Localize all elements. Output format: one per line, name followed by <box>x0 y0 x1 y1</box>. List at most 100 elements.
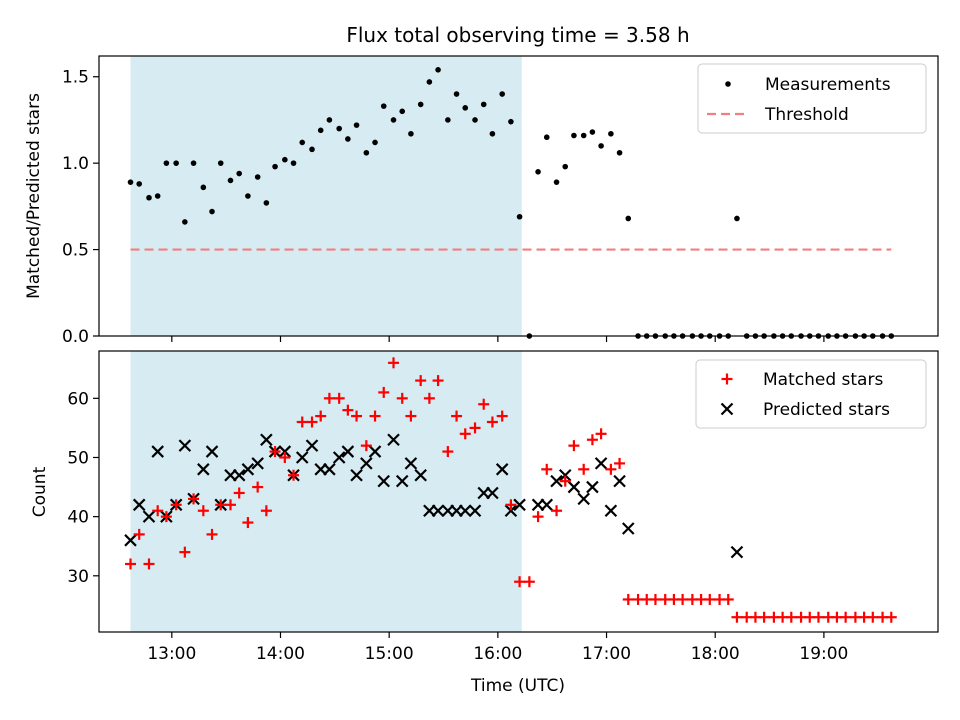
measurement-point <box>299 139 306 146</box>
measurement-point <box>734 215 740 222</box>
measurement-point <box>127 179 134 185</box>
matched-star-point <box>233 487 245 499</box>
measurement-point <box>282 156 288 163</box>
predicted-star-point <box>341 445 355 458</box>
matched-star-point <box>369 410 381 422</box>
measurement-point <box>236 170 242 177</box>
measurement-point <box>190 160 197 166</box>
predicted-star-point <box>387 433 400 447</box>
matched-star-markers <box>125 357 897 623</box>
measurement-point <box>616 149 623 156</box>
predicted-star-point <box>197 463 210 476</box>
y-tick-label: 60 <box>67 389 89 409</box>
measurement-point <box>553 179 560 185</box>
measurement-point <box>571 132 577 139</box>
matched-star-point <box>586 434 598 446</box>
measurement-point <box>453 91 460 97</box>
predicted-star-point <box>594 457 608 470</box>
y-tick-label: 1.0 <box>62 154 89 174</box>
matched-star-point <box>459 428 471 440</box>
y-tick-label: 0.0 <box>62 327 89 347</box>
matched-star-point <box>396 392 408 404</box>
predicted-star-point <box>323 463 336 476</box>
measurement-point <box>426 79 433 85</box>
matched-star-point <box>885 611 897 623</box>
predicted-star-point <box>495 463 509 476</box>
measurement-point <box>217 160 224 166</box>
matched-star-point <box>505 499 517 511</box>
predicted-star-point <box>178 439 192 452</box>
matched-star-point <box>279 451 291 463</box>
matched-star-point <box>432 375 444 387</box>
predicted-star-point <box>513 498 526 512</box>
measurement-point <box>182 219 188 225</box>
matched-star-point <box>260 505 272 517</box>
x-tick-label: 18:00 <box>691 644 740 664</box>
predicted-star-point <box>232 468 246 482</box>
predicted-star-point <box>540 498 554 512</box>
legend-threshold-label: Threshold <box>764 105 849 125</box>
matched-star-point <box>388 357 400 369</box>
matched-star-point <box>514 576 526 588</box>
predicted-star-point <box>132 498 146 512</box>
measurement-point <box>499 91 505 97</box>
bottom-y-ticks: 30 40 50 60 <box>67 389 99 587</box>
matched-star-point <box>197 505 209 517</box>
measurement-point <box>309 146 315 153</box>
x-tick-label: 15:00 <box>365 644 414 664</box>
measurement-point <box>435 67 441 73</box>
predicted-star-point <box>395 474 409 488</box>
measurement-point <box>417 101 424 108</box>
legend-matched-label: Matched stars <box>763 370 883 390</box>
matched-star-point <box>333 392 345 404</box>
matched-star-point <box>342 404 354 416</box>
top-panel: 0.0 0.5 1.0 1.5 Matched/Predicted stars Mea… <box>24 55 939 347</box>
matched-star-point <box>215 499 227 511</box>
bottom-y-axis-label: Count <box>30 466 50 517</box>
measurement-point <box>625 215 632 222</box>
matched-star-point <box>867 611 879 623</box>
matched-star-point <box>152 505 164 517</box>
measurement-point <box>209 208 215 215</box>
matched-star-point <box>415 375 427 387</box>
matched-star-point <box>133 528 145 540</box>
bottom-observing-window <box>130 351 522 632</box>
matched-star-point <box>614 457 626 469</box>
measurement-point <box>245 193 251 199</box>
matched-star-point <box>242 517 254 529</box>
matched-star-point <box>469 422 481 434</box>
x-tick-label: 13:00 <box>147 644 196 664</box>
matched-star-point <box>559 475 571 487</box>
matched-star-point <box>269 446 281 458</box>
measurement-point <box>543 134 550 141</box>
predicted-star-point <box>730 545 744 559</box>
legend-matched-marker <box>721 373 733 385</box>
matched-star-point <box>578 463 590 475</box>
chart-title: Flux total observing time = 3.58 h <box>346 23 689 47</box>
y-tick-label: 50 <box>67 448 89 468</box>
measurement-point <box>136 181 143 187</box>
predicted-star-point <box>458 504 472 518</box>
matched-star-point <box>206 528 218 540</box>
matched-star-point <box>315 410 327 422</box>
matched-star-point <box>496 410 508 422</box>
bottom-legend: Matched stars Predicted stars <box>695 359 927 429</box>
matched-star-point <box>704 593 716 605</box>
measurement-point <box>508 118 514 125</box>
matched-star-point <box>288 469 300 481</box>
matched-star-point <box>649 593 661 605</box>
measurement-point <box>589 129 596 135</box>
measurement-point <box>390 117 397 123</box>
measurement-point <box>598 143 604 149</box>
matched-star-point <box>622 593 634 605</box>
predicted-star-point <box>350 468 363 482</box>
measurement-point <box>445 117 451 123</box>
legend-measurements-label: Measurements <box>765 75 891 95</box>
predicted-star-point <box>360 457 373 470</box>
predicted-star-point <box>613 474 626 488</box>
predicted-star-markers <box>124 433 744 559</box>
matched-star-point <box>423 392 435 404</box>
bottom-x-ticks: 13:00 14:00 15:00 16:00 17:00 18:00 19:00 <box>147 632 848 664</box>
matched-star-point <box>478 398 490 410</box>
